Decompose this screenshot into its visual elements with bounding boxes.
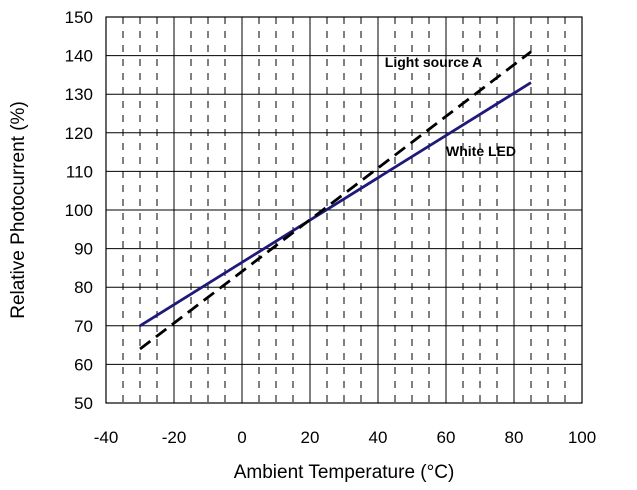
series-layer	[139, 50, 532, 351]
y-tick-label: 130	[65, 85, 93, 104]
x-tick-label: 0	[237, 428, 246, 447]
annotation-label: White LED	[446, 143, 516, 159]
y-tick-label: 120	[65, 124, 93, 143]
y-tick-label: 60	[74, 355, 93, 374]
y-tick-label: 90	[74, 240, 93, 259]
y-tick-label: 150	[65, 8, 93, 27]
x-tick-label: 80	[505, 428, 524, 447]
x-tick-label: -40	[94, 428, 119, 447]
y-tick-label: 100	[65, 201, 93, 220]
x-tick-label: 60	[437, 428, 456, 447]
y-axis-title: Relative Photocurrent (%)	[8, 101, 29, 319]
series-line-light-source-a	[139, 50, 532, 351]
x-axis-title: Ambient Temperature (°C)	[234, 462, 455, 483]
grid	[105, 16, 583, 404]
y-tick-label: 50	[74, 394, 93, 413]
annotation-label: Light source A	[385, 54, 483, 70]
series-line-white-led	[139, 81, 532, 327]
x-tick-label: 20	[301, 428, 320, 447]
plot-frame	[105, 16, 583, 404]
y-tick-label: 80	[74, 278, 93, 297]
y-tick-label: 110	[66, 162, 93, 181]
annotations: Light source A White LED	[385, 54, 516, 159]
x-tick-label: -20	[162, 428, 187, 447]
x-tick-label: 100	[568, 428, 596, 447]
tick-labels: -40 -20 0 20 40 60 80 100 50 60 70 80 90 100 110 120 130…	[65, 8, 597, 447]
y-tick-label: 70	[74, 317, 93, 336]
y-tick-label: 140	[65, 47, 93, 66]
x-tick-label: 40	[369, 428, 388, 447]
